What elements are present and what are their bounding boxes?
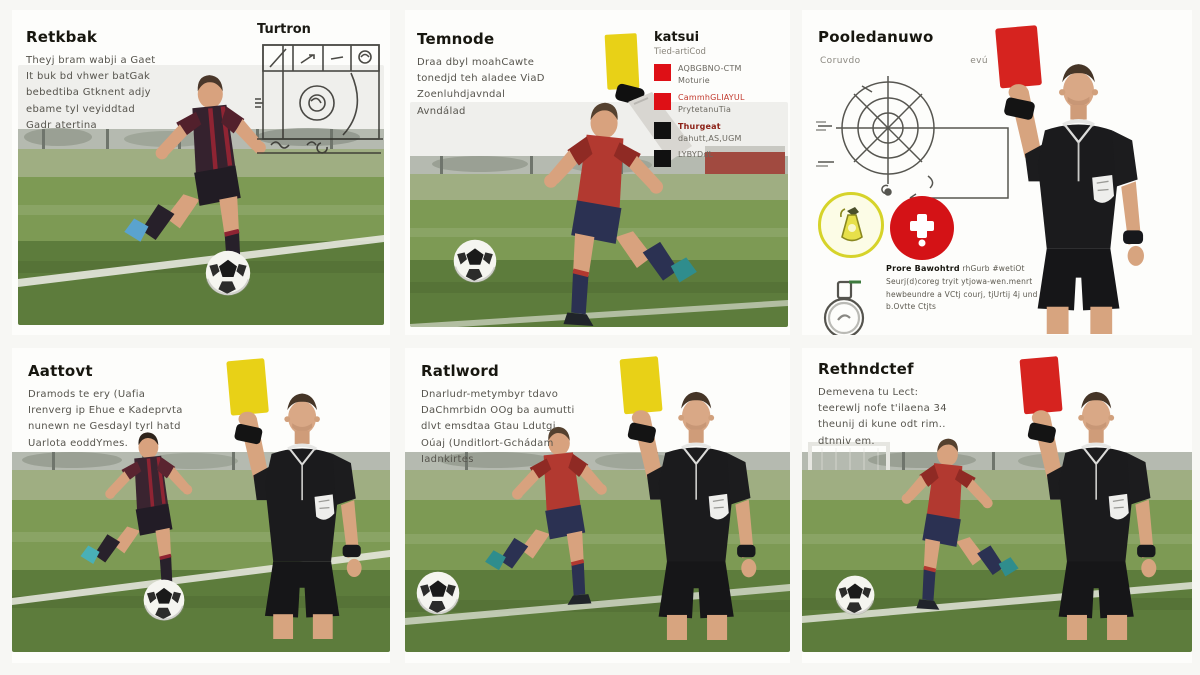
legend-title: katsui bbox=[654, 30, 700, 45]
tactics-sketch: Turtron bbox=[255, 22, 387, 161]
tactics-diagram bbox=[255, 44, 383, 154]
panel-paragraph: Dnarludr-metymbyr tdavo DaChmrbidn OOg b… bbox=[421, 389, 575, 465]
panel-player-dribbling: Retkbak Theyj bram wabji a Gaet It buk b… bbox=[12, 10, 390, 335]
panel-player-with-yellow-card: Temnode Draa dbyl moahCawte tonedjd teh … bbox=[405, 10, 790, 335]
red-cross-icon bbox=[890, 196, 954, 260]
goal-frame bbox=[808, 442, 890, 488]
black-swatch bbox=[654, 121, 671, 139]
soccer-ball bbox=[452, 238, 498, 284]
panel-paragraph: Theyj bram wabji a Gaet It buk bd vhwer … bbox=[26, 55, 156, 131]
legend-row: CammhGLIAYUL PrytetanuTia bbox=[654, 92, 784, 117]
panel-text: Retkbak Theyj bram wabji a Gaet It buk b… bbox=[26, 28, 236, 134]
photo-referee-cautions-player bbox=[12, 348, 390, 652]
panel-referee-red-card-diagram: Pooledanuwo Coruvdo evú bbox=[802, 10, 1192, 335]
legend-subtitle: Tied-artiCod bbox=[654, 47, 706, 57]
red-swatch bbox=[654, 64, 671, 81]
sublabel-right: evú bbox=[970, 56, 988, 66]
panel-paragraph: Draa dbyl moahCawte tonedjd teh aladee V… bbox=[417, 57, 545, 117]
whistle-note: Prore Bawohtrd rhGurb #wetiOt Seurj(d)co… bbox=[886, 264, 1038, 312]
soccer-ball bbox=[415, 570, 461, 616]
photo-player-dribbling bbox=[18, 65, 384, 325]
legend-row: LYBYDdL bbox=[654, 149, 784, 168]
yellow-bottle-icon bbox=[818, 192, 884, 258]
panel-heading: Temnode bbox=[417, 30, 495, 48]
panel-heading: Retkbak bbox=[26, 28, 98, 46]
panel-text: Pooledanuwo bbox=[818, 28, 1048, 53]
black-swatch bbox=[654, 150, 671, 168]
soccer-ball bbox=[834, 574, 876, 616]
diagram-sublabels: Coruvdo evú bbox=[820, 56, 988, 66]
photo-referee-sends-off-player bbox=[802, 348, 1192, 652]
panel-yellow-card-caution: Aattovt Dramods te ery (Uafia Irenverg i… bbox=[12, 348, 390, 663]
soccer-ball bbox=[204, 249, 252, 297]
panel-heading: Ratlword bbox=[421, 362, 499, 380]
panel-text: Ratlword Dnarludr-metymbyr tdavo DaChmrb… bbox=[421, 362, 681, 468]
panel-text: Rethndctef Demevena tu Lect: teerewlj no… bbox=[818, 360, 1068, 450]
panel-paragraph: Demevena tu Lect: teerewlj nofe t'ilaena… bbox=[818, 387, 947, 447]
red-swatch bbox=[654, 92, 671, 110]
soccer-ball bbox=[142, 578, 186, 622]
card-color-legend: katsui Tied-artiCod AQBGBNO-CTM Moturie … bbox=[654, 30, 784, 171]
photo-player-kicking bbox=[410, 102, 788, 327]
panel-heading: Rethndctef bbox=[818, 360, 914, 378]
photo-referee-books-player bbox=[405, 348, 790, 652]
panel-yellow-card-offence: Ratlword Dnarludr-metymbyr tdavo DaChmrb… bbox=[405, 348, 790, 663]
panel-red-card-send-off: Rethndctef Demevena tu Lect: teerewlj no… bbox=[802, 348, 1192, 663]
legend-row: AQBGBNO-CTM Moturie bbox=[654, 63, 784, 88]
panel-heading: Aattovt bbox=[28, 362, 93, 380]
legend-row: Thurgeat dahutt,AS,UGM bbox=[654, 121, 784, 146]
panel-paragraph: Dramods te ery (Uafia Irenverg ip Ehue e… bbox=[28, 389, 183, 449]
panel-text: Aattovt Dramods te ery (Uafia Irenverg i… bbox=[28, 362, 278, 452]
panel-text: Temnode Draa dbyl moahCawte tonedjd teh … bbox=[417, 30, 612, 120]
whistle-icon bbox=[823, 280, 865, 335]
panel-heading: Pooledanuwo bbox=[818, 28, 934, 46]
yellow-card bbox=[604, 33, 640, 90]
sublabel-left: Coruvdo bbox=[820, 56, 861, 66]
radar-diagram bbox=[816, 76, 1009, 203]
sketch-label: Turtron bbox=[257, 22, 311, 37]
